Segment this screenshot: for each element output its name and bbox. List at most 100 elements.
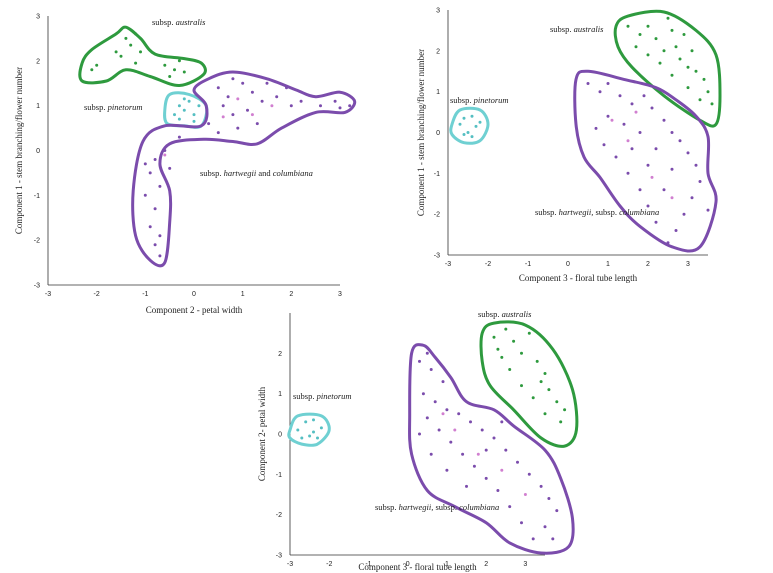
data-point-pink [626,139,630,143]
data-point-hartwegii [539,484,543,488]
data-point-hartwegii [289,104,293,108]
data-point-australis [710,102,714,106]
data-point-hartwegii [670,131,674,134]
x-tick-label: 0 [192,291,196,298]
data-point-australis [535,359,539,363]
data-point-hartwegii [429,452,433,456]
data-point-pink [500,468,504,472]
data-point-hartwegii [260,99,264,103]
data-point-hartwegii [265,81,269,85]
x-tick-label: -1 [142,291,148,298]
data-point-australis [95,63,99,67]
data-point-pinetorum [182,108,186,112]
data-point-australis [654,37,658,41]
data-point-australis [670,73,674,77]
data-point-hartwegii [630,102,634,106]
data-point-hartwegii [678,139,682,143]
data-point-pinetorum [192,119,196,123]
data-point-australis [698,98,702,102]
data-point-pinetorum [470,114,474,118]
data-point-hartwegii [153,243,157,247]
y-tick-label: 1 [436,89,440,96]
data-point-australis [492,335,496,339]
data-point-hartwegii [250,90,254,94]
data-point-hartwegii [143,193,147,197]
data-point-pink [634,110,638,114]
x-tick-label: 1 [445,561,449,568]
data-point-hartwegii [433,400,437,404]
data-point-hartwegii [143,162,147,166]
y-tick-label: 1 [278,391,282,398]
data-point-australis [543,372,547,375]
x-tick-label: 3 [686,261,690,268]
data-point-pink [250,113,254,117]
y-tick-label: 2 [436,48,440,55]
data-point-australis [531,396,535,400]
data-point-hartwegii [682,212,686,216]
data-point-australis [646,24,650,28]
hull-outline-australis [613,9,722,128]
hull-outline-australis [78,25,207,87]
data-point-hartwegii [686,151,690,155]
x-axis-label: Component 3 - floral tube length [519,273,638,283]
x-tick-label: 1 [241,291,245,298]
data-point-australis [555,400,559,404]
data-point-australis [512,339,516,343]
data-point-australis [134,32,138,36]
data-point-hartwegii [662,188,666,192]
x-tick-label: -1 [525,261,531,268]
data-point-pinetorum [187,99,191,103]
hull-outline-hartwegii [131,70,357,268]
data-point-australis [527,331,531,335]
data-point-hartwegii [158,254,162,258]
data-point-hartwegii [348,104,352,108]
data-point-hartwegii [236,126,240,130]
data-point-hartwegii [319,104,322,108]
data-point-hartwegii [418,432,421,436]
x-axis-label: Component 2 - petal width [146,305,243,315]
data-point-hartwegii [646,204,650,208]
x-tick-label: 1 [606,261,610,268]
data-point-hartwegii [153,207,157,211]
data-point-pink [221,115,225,119]
data-point-australis [173,68,176,72]
y-tick-label: -3 [276,553,282,560]
data-point-pinetorum [308,434,312,438]
y-axis-label: Component 1 - stem branching/flower numb… [14,67,24,234]
data-point-hartwegii [231,113,235,117]
y-tick-label: 2 [278,351,282,358]
data-point-hartwegii [418,359,421,363]
x-tick-label: -3 [445,261,451,268]
data-point-pink [670,196,674,200]
data-point-hartwegii [158,234,162,238]
data-point-hartwegii [177,135,181,139]
y-tick-label: -1 [34,193,40,200]
data-point-pinetorum [312,430,315,434]
region-label-australis: subsp. australis [550,24,604,34]
data-point-hartwegii [425,416,429,420]
data-point-hartwegii [662,118,666,122]
x-tick-label: -2 [326,561,332,568]
hull-outline-pinetorum [287,412,331,447]
data-point-pinetorum [173,113,176,117]
x-tick-label: -3 [287,561,293,568]
y-tick-label: 3 [436,8,440,15]
data-point-australis [626,24,630,28]
y-tick-label: -1 [276,472,282,479]
data-point-pinetorum [474,124,478,128]
data-point-australis [90,68,94,72]
data-point-hartwegii [646,163,650,167]
data-point-hartwegii [285,86,288,90]
x-tick-label: 0 [566,261,570,268]
data-point-pinetorum [296,428,300,432]
data-point-pinetorum [458,122,462,126]
region-label-hartwegii: subsp. hartwegii and columbiana [200,168,313,178]
x-tick-label: 2 [289,291,293,298]
data-point-hartwegii [622,122,626,126]
data-point-australis [662,49,666,53]
data-point-hartwegii [148,171,152,175]
data-point-australis [670,28,674,32]
data-point-hartwegii [527,472,531,476]
y-axis-label: Component 1 - stem branching/flower numb… [416,49,426,216]
data-point-hartwegii [492,436,496,440]
